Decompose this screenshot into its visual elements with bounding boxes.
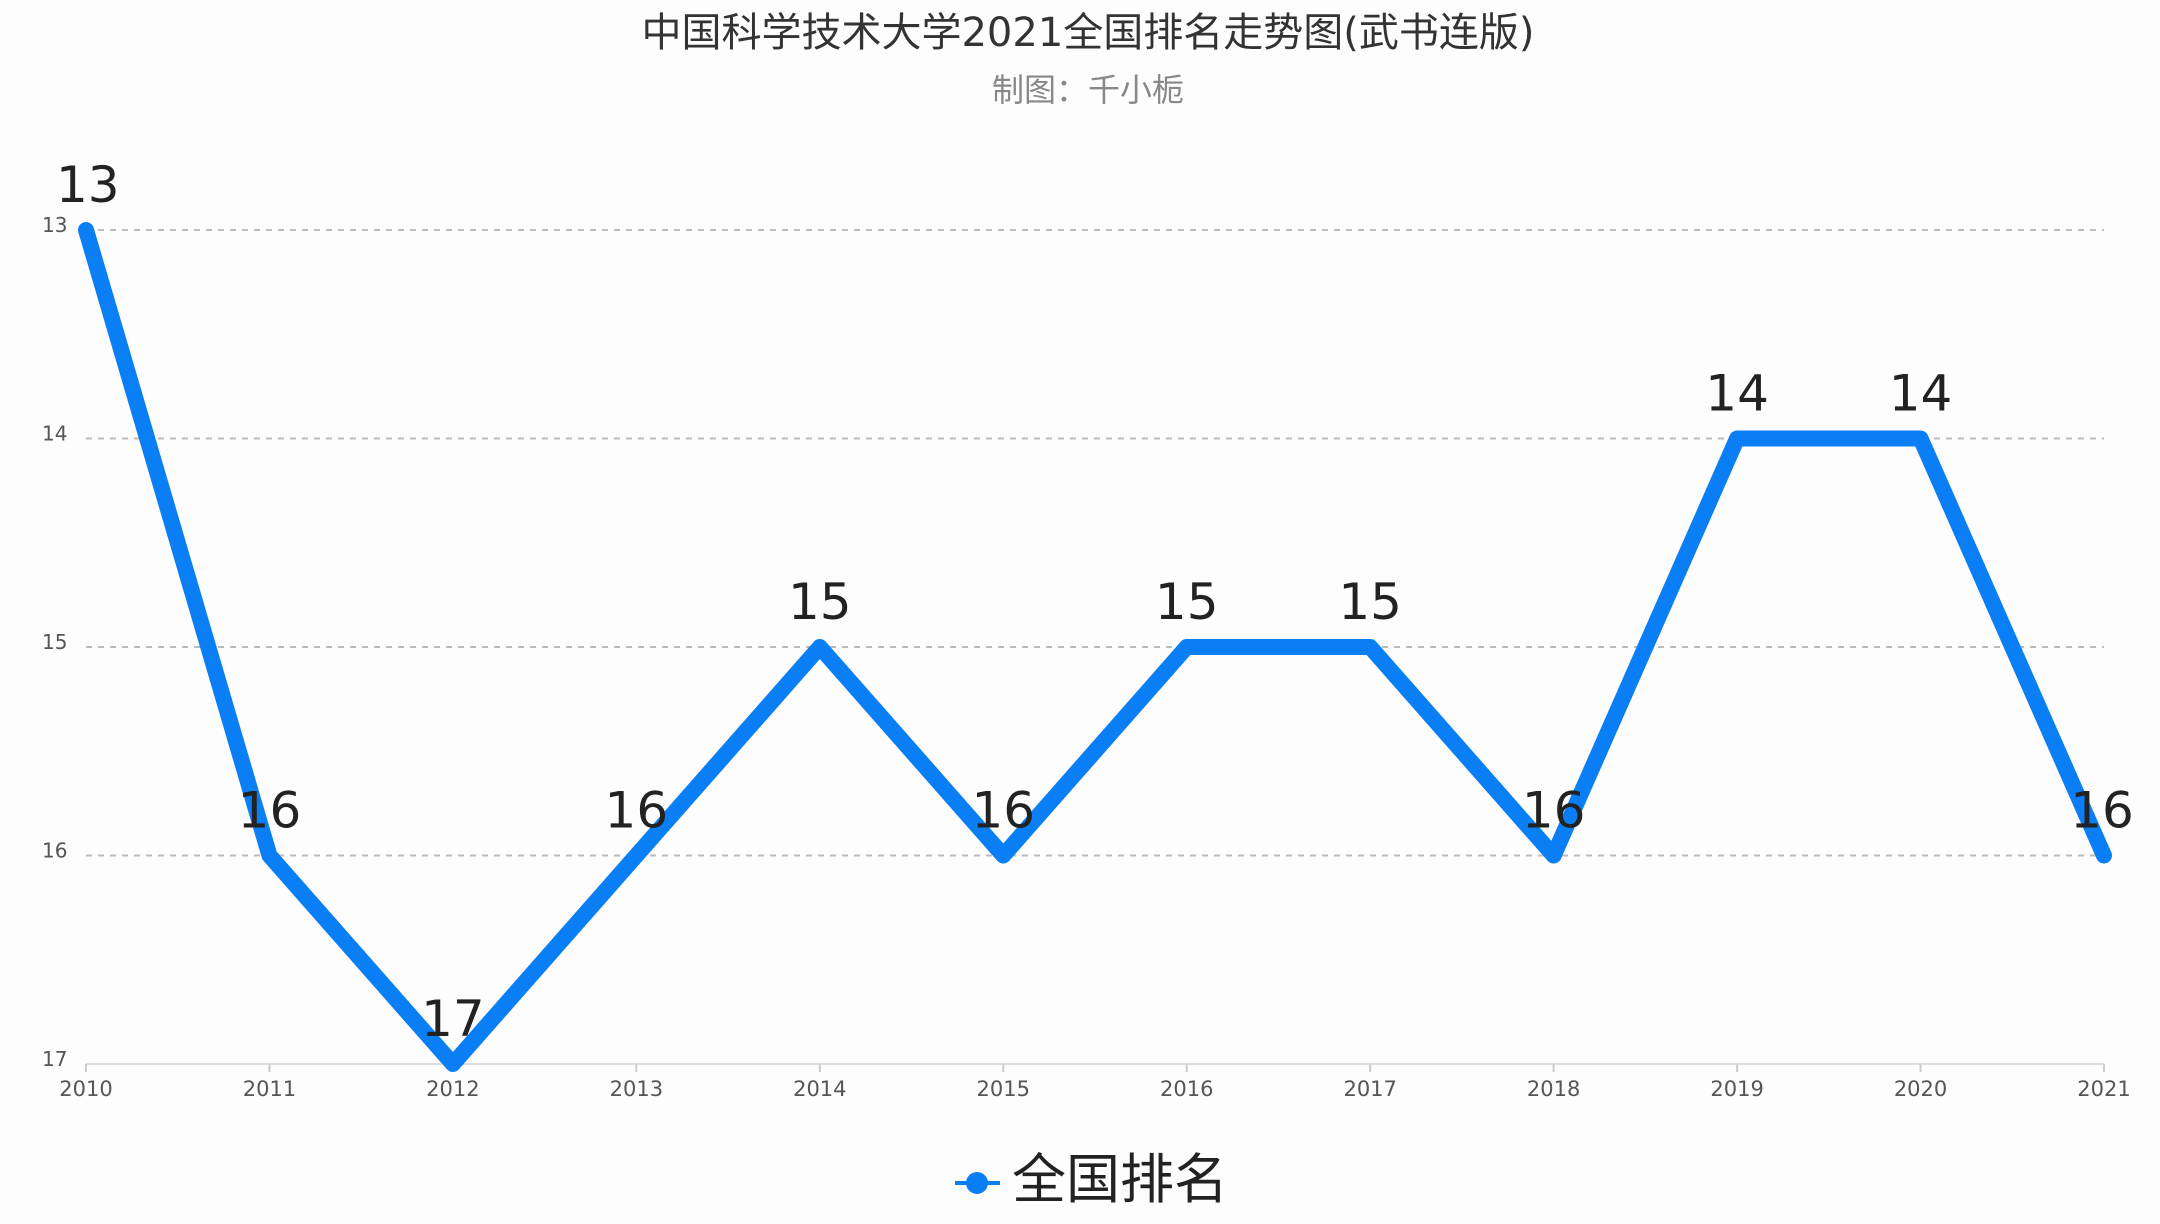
x-tick-label: 2016 — [1160, 1077, 1213, 1101]
x-axis-ticks: 2010 2011 2012 2013 2014 2015 2016 2017 2018 2019… — [59, 1063, 2131, 1101]
data-label: 14 — [1705, 365, 1769, 423]
data-point[interactable] — [1181, 642, 1192, 652]
data-label: 13 — [56, 156, 120, 214]
x-tick-label: 2012 — [426, 1077, 479, 1101]
x-tick-label: 2010 — [59, 1077, 112, 1101]
data-point[interactable] — [1548, 850, 1559, 861]
data-label: 16 — [971, 782, 1035, 840]
legend-label: 全国排名 — [1012, 1148, 1228, 1211]
y-tick-label: 16 — [42, 839, 67, 863]
data-label: 15 — [1155, 573, 1219, 631]
chart-title: 中国科学技术大学2021全国排名走势图(武书连版) — [641, 10, 1534, 56]
data-point[interactable] — [1915, 433, 1926, 444]
x-tick-label: 2019 — [1710, 1077, 1763, 1101]
y-tick-label: 15 — [42, 630, 67, 654]
data-label: 16 — [2070, 782, 2134, 840]
data-label: 16 — [1522, 782, 1586, 840]
x-tick-label: 2018 — [1527, 1077, 1580, 1101]
data-point[interactable] — [814, 642, 825, 652]
data-label: 15 — [788, 573, 852, 631]
x-tick-label: 2011 — [243, 1077, 296, 1101]
y-axis-ticks: 13 14 15 16 17 — [42, 213, 67, 1071]
x-tick-label: 2013 — [610, 1077, 663, 1101]
y-tick-label: 14 — [42, 422, 67, 446]
data-point[interactable] — [264, 850, 275, 861]
x-tick-label: 2020 — [1894, 1077, 1947, 1101]
data-point[interactable] — [2099, 850, 2109, 861]
data-point[interactable] — [447, 1059, 458, 1069]
data-label: 15 — [1338, 573, 1402, 631]
data-point[interactable] — [998, 850, 1009, 861]
data-labels: 13 16 17 16 15 16 15 15 16 14 14 16 — [56, 156, 2134, 1048]
chart-subtitle: 制图：千小栀 — [992, 71, 1184, 109]
x-tick-label: 2017 — [1343, 1077, 1396, 1101]
data-label: 14 — [1889, 365, 1953, 423]
data-point[interactable] — [631, 850, 642, 861]
y-tick-label: 17 — [42, 1047, 67, 1071]
grid-lines — [86, 229, 2104, 1065]
legend[interactable]: 全国排名 — [955, 1148, 1228, 1211]
x-tick-label: 2015 — [977, 1077, 1030, 1101]
series-line — [78, 222, 2112, 1072]
data-point[interactable] — [1365, 642, 1376, 652]
data-point[interactable] — [1732, 433, 1743, 444]
data-label: 16 — [238, 782, 302, 840]
x-tick-label: 2021 — [2077, 1077, 2130, 1101]
data-label: 17 — [421, 990, 485, 1048]
y-tick-label: 13 — [42, 213, 67, 237]
x-tick-label: 2014 — [793, 1077, 846, 1101]
legend-marker-dot — [966, 1172, 988, 1194]
data-label: 16 — [605, 782, 669, 840]
series-layer — [78, 222, 2112, 1072]
data-point[interactable] — [81, 225, 91, 235]
